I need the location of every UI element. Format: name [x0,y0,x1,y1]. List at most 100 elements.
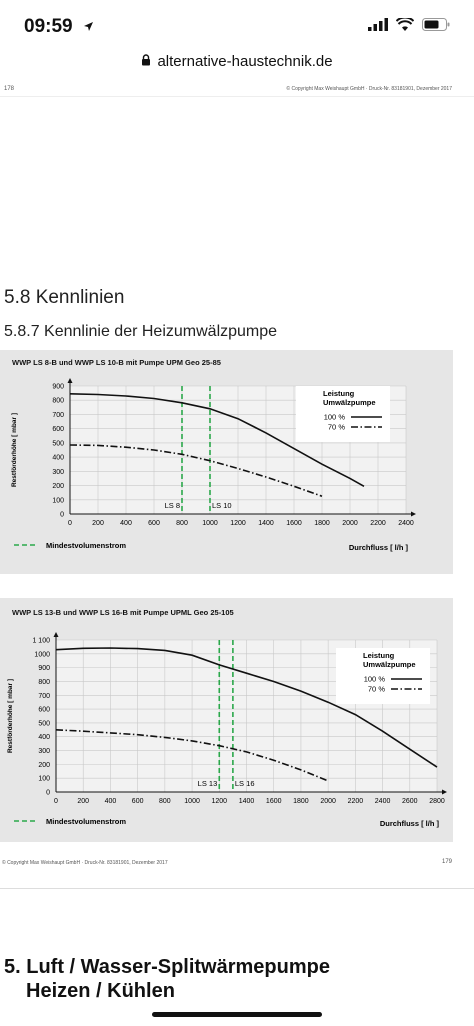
x-tick-label: 200 [92,520,104,527]
y-tick-label: 100 [52,497,64,504]
y-tick-label: 800 [38,679,50,686]
x-axis-label: Durchfluss [ l/h ] [380,819,440,828]
series-line-70pct [69,444,323,497]
section-title: 5.8 Kennlinien [4,287,125,308]
legend-box [336,648,430,704]
subsection-title: 5.8.7 Kennlinie der Heizumwälzpumpe [4,323,278,340]
x-tick-label: 1400 [258,520,274,527]
x-axis-arrow [442,789,447,795]
y-tick-label: 200 [52,483,64,490]
legend-title: Leistung [323,389,355,398]
x-tick-label: 2400 [375,798,391,805]
y-tick-label: 1 100 [32,638,50,645]
y-tick-label: 100 [38,776,50,783]
legend-title: Leistung [363,651,395,660]
legend-entry-label: 100 % [324,413,346,422]
y-tick-label: 0 [60,512,64,519]
y-tick-label: 0 [46,790,50,797]
chart-title: WWP LS 8-B und WWP LS 10-B mit Pumpe UPM… [12,358,221,367]
y-tick-label: 900 [38,665,50,672]
y-tick-label: 600 [52,426,64,433]
legend-entry-label: 70 % [368,685,385,694]
y-axis-arrow [53,632,59,637]
x-tick-label: 200 [77,798,89,805]
x-tick-label: 400 [105,798,117,805]
x-tick-label: 2800 [429,798,445,805]
chart-panel-1: WWP LS 8-B und WWP LS 10-B mit Pumpe UPM… [0,350,453,574]
clock: 09:59 [24,16,73,37]
chapter-title-line-2: Heizen / Kühlen [26,980,175,1002]
min-flow-marker-label: LS 16 [235,779,255,788]
battery-icon [422,18,450,36]
url-text[interactable]: alternative-haustechnik.de [157,52,333,70]
address-bar[interactable]: alternative-haustechnik.de [0,48,474,74]
chapter-title-line-1: 5. Luft / Wasser-Splitwärmepumpe [4,956,330,978]
copyright-note: © Copyright Max Weishaupt GmbH · Druck-N… [2,860,168,866]
legend-title: Umwälzpumpe [323,398,376,407]
x-tick-label: 1000 [184,798,200,805]
legend-entry-label: 100 % [364,675,386,684]
x-tick-label: 2000 [320,798,336,805]
y-axis-label: Restförderhöhe [ mbar ] [11,413,18,487]
x-tick-label: 0 [54,798,58,805]
y-tick-label: 600 [38,707,50,714]
min-flow-marker-label: LS 13 [198,779,218,788]
x-tick-label: 2000 [342,520,358,527]
legend-title: Umwälzpumpe [363,660,416,669]
x-tick-label: 2600 [402,798,418,805]
cellular-signal-icon [368,18,388,36]
min-flow-legend-label: Mindestvolumenstrom [46,817,126,826]
y-tick-label: 400 [38,734,50,741]
legend-box [296,386,390,442]
x-tick-label: 1400 [239,798,255,805]
y-tick-label: 800 [52,398,64,405]
legend-entry-label: 70 % [328,423,345,432]
y-tick-label: 500 [38,720,50,727]
min-flow-legend-label: Mindestvolumenstrom [46,541,126,550]
x-axis-arrow [411,511,416,517]
page-divider [0,888,474,889]
x-tick-label: 800 [159,798,171,805]
x-tick-label: 600 [132,798,144,805]
x-tick-label: 1200 [211,798,227,805]
series-line-100pct [55,647,438,768]
x-tick-label: 400 [120,520,132,527]
y-tick-label: 300 [38,748,50,755]
x-tick-label: 1600 [286,520,302,527]
x-tick-label: 2400 [398,520,414,527]
x-tick-label: 1800 [314,520,330,527]
x-tick-label: 1000 [202,520,218,527]
x-tick-label: 1200 [230,520,246,527]
page-number: 178 [4,86,15,92]
y-tick-label: 700 [38,693,50,700]
min-flow-marker-label: LS 10 [212,501,232,510]
status-bar: 09:59 [0,0,474,48]
series-line-100pct [69,393,365,487]
x-tick-label: 1800 [293,798,309,805]
y-tick-label: 1000 [34,651,50,658]
location-arrow-icon [83,19,94,37]
x-tick-label: 0 [68,520,72,527]
copyright-note: © Copyright Max Weishaupt GmbH · Druck-N… [286,86,452,92]
x-tick-label: 2200 [348,798,364,805]
y-axis-arrow [67,378,73,383]
x-tick-label: 600 [148,520,160,527]
lock-icon [141,53,151,70]
series-line-70pct [55,729,329,782]
page-number: 179 [441,859,452,865]
x-tick-label: 2200 [370,520,386,527]
y-tick-label: 900 [52,384,64,391]
home-indicator[interactable] [152,1012,322,1017]
y-tick-label: 200 [38,762,50,769]
y-tick-label: 700 [52,412,64,419]
page-divider [0,96,474,97]
min-flow-marker-label: LS 8 [165,501,180,510]
pump-curve-chart-2: 0 200 400 600 800 1000 1200 1400 1600 1800 2000 220… [7,632,447,828]
x-tick-label: 800 [176,520,188,527]
y-axis-label: Restförderhöhe [ mbar ] [7,679,14,753]
y-tick-label: 500 [52,440,64,447]
y-tick-label: 300 [52,469,64,476]
x-axis-label: Durchfluss [ l/h ] [349,543,409,552]
wifi-icon [395,16,415,36]
x-tick-label: 1600 [266,798,282,805]
